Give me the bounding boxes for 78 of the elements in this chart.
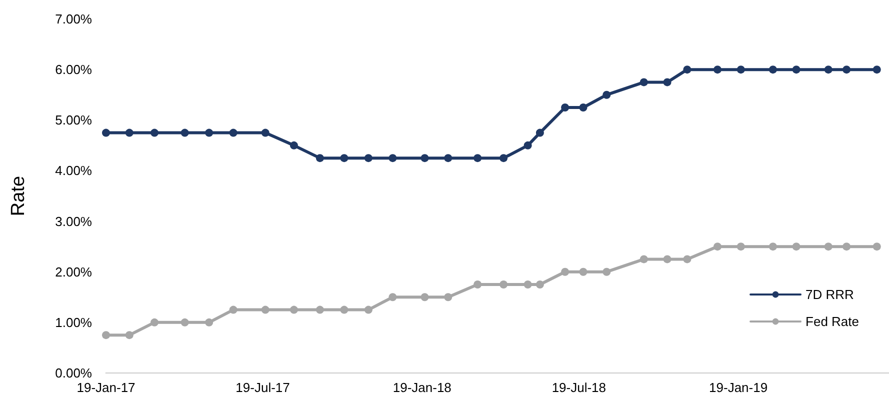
point xyxy=(102,331,110,340)
point xyxy=(205,128,214,137)
point xyxy=(444,293,452,302)
point xyxy=(290,141,298,150)
point xyxy=(736,242,745,251)
point xyxy=(125,128,134,137)
y-tick-label: 5.00% xyxy=(55,112,92,128)
point xyxy=(714,66,722,74)
point xyxy=(524,280,532,288)
point xyxy=(229,306,238,314)
point xyxy=(500,280,508,288)
point xyxy=(872,66,881,74)
point xyxy=(150,318,159,326)
point xyxy=(102,128,110,137)
point xyxy=(736,66,745,74)
point xyxy=(261,128,270,137)
point xyxy=(714,242,722,251)
y-tick-label: 3.00% xyxy=(55,214,92,229)
point xyxy=(364,154,372,162)
y-tick-label: 2.00% xyxy=(55,264,92,280)
point xyxy=(579,268,588,276)
point xyxy=(842,242,851,251)
point xyxy=(388,293,397,302)
point xyxy=(316,306,324,314)
x-tick-label: 19-Jul-18 xyxy=(552,380,606,395)
point xyxy=(663,255,672,264)
point xyxy=(420,293,429,302)
y-axis-title: Rate xyxy=(8,176,29,216)
point xyxy=(205,318,214,326)
point xyxy=(340,154,348,162)
point xyxy=(125,331,134,340)
point xyxy=(792,66,800,74)
point xyxy=(290,306,298,314)
point xyxy=(150,128,159,137)
x-tick-label: 19-Jul-17 xyxy=(236,380,290,395)
point xyxy=(180,128,189,137)
point xyxy=(474,154,482,162)
point xyxy=(561,104,570,112)
point xyxy=(340,306,348,314)
point xyxy=(474,280,482,288)
point xyxy=(229,128,238,137)
point xyxy=(842,66,851,74)
point xyxy=(683,255,692,264)
point xyxy=(316,154,324,162)
y-tick-label: 1.00% xyxy=(55,314,92,330)
legend-label: Fed Rate xyxy=(806,314,860,329)
point xyxy=(640,255,648,264)
y-tick-label: 6.00% xyxy=(55,62,92,78)
point xyxy=(640,78,648,86)
point xyxy=(444,154,452,162)
point xyxy=(602,268,611,276)
point xyxy=(364,306,372,314)
point xyxy=(536,128,544,137)
point xyxy=(872,242,881,251)
y-tick-label: 0.00% xyxy=(55,366,92,380)
point xyxy=(536,280,544,288)
point xyxy=(768,242,777,251)
point xyxy=(180,318,189,326)
point xyxy=(602,90,611,99)
x-tick-label: 19-Jan-17 xyxy=(76,380,136,395)
point xyxy=(500,154,508,162)
point xyxy=(824,242,832,251)
point xyxy=(792,242,800,251)
point xyxy=(261,306,270,314)
y-tick-label: 4.00% xyxy=(55,163,92,178)
point xyxy=(420,154,429,162)
point xyxy=(561,268,570,276)
point xyxy=(663,78,672,86)
point xyxy=(824,66,832,74)
point xyxy=(579,104,588,112)
point xyxy=(388,154,397,162)
point xyxy=(683,66,692,74)
legend-label: 7D RRR xyxy=(806,287,854,302)
point xyxy=(768,66,777,74)
y-tick-label: 7.00% xyxy=(55,12,92,26)
x-tick-label: 19-Jan-18 xyxy=(392,380,452,395)
point xyxy=(524,141,532,150)
x-tick-label: 19-Jan-19 xyxy=(709,380,768,395)
